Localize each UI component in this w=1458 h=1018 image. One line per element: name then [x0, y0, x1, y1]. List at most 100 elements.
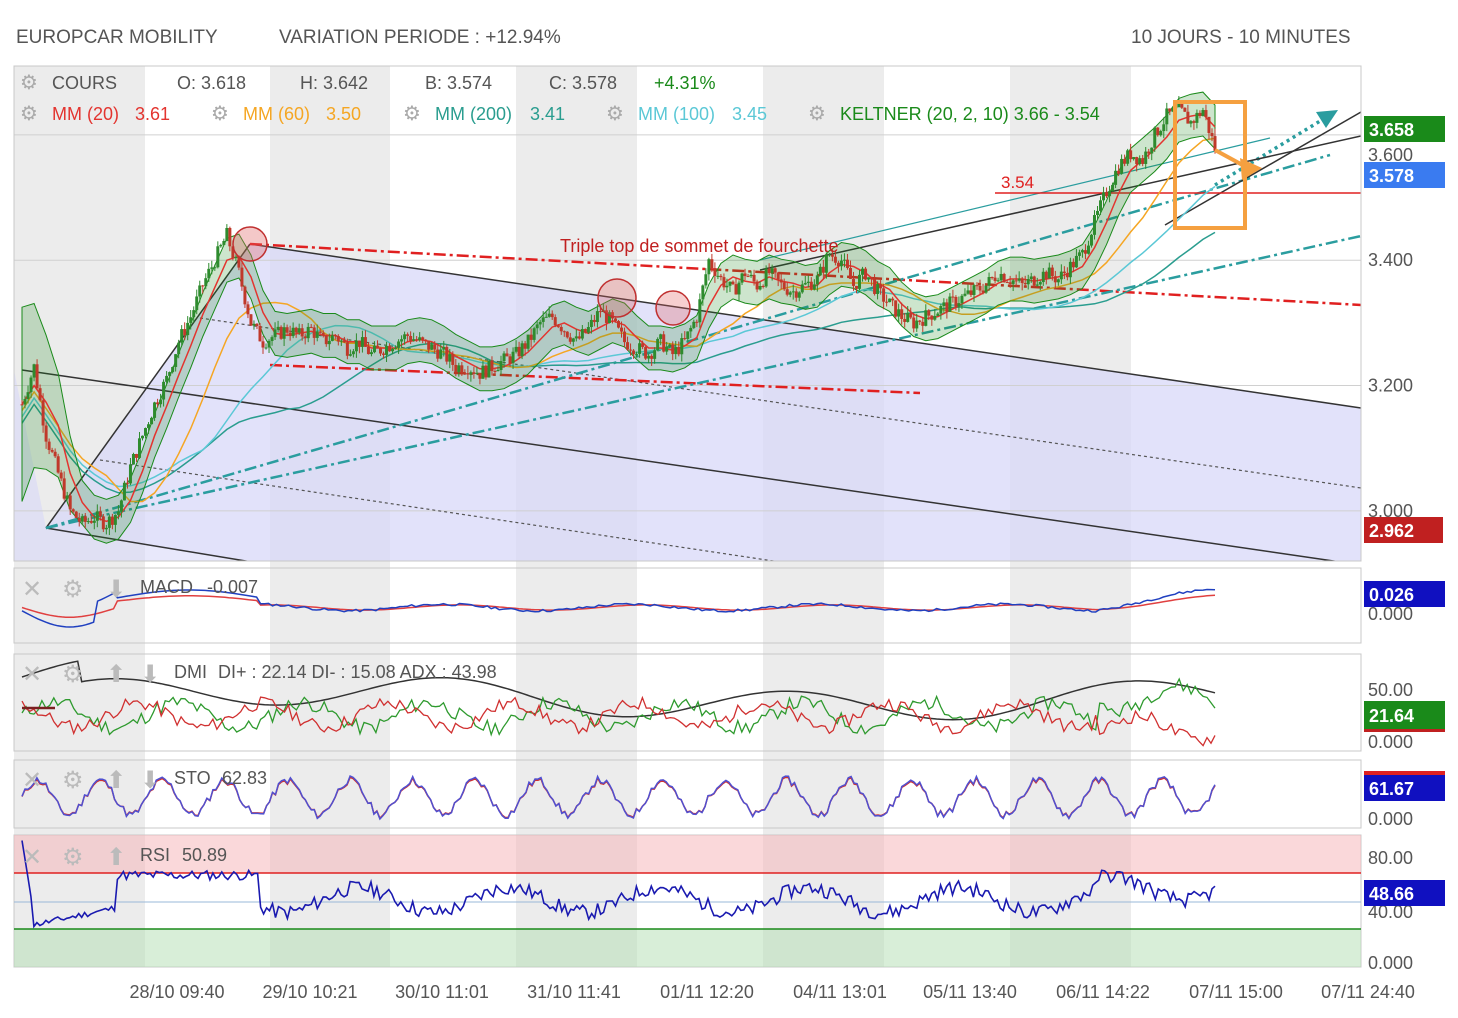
candle-body	[424, 339, 428, 341]
candle-body	[999, 273, 1003, 281]
candle-body	[113, 514, 117, 525]
legend-cours: COURS	[52, 73, 117, 93]
rising-support-line	[1164, 111, 1361, 226]
candle-body	[1171, 108, 1175, 112]
dmi-down-icon[interactable]: ⬇	[140, 660, 160, 688]
candle-body	[427, 340, 431, 350]
candle-body	[68, 495, 72, 510]
teal-projection-arrow	[1316, 110, 1338, 128]
time-tick-label: 07/11 24:40	[1321, 982, 1415, 1002]
candle-body	[1086, 245, 1090, 254]
macd-gear-icon[interactable]: ⚙	[62, 575, 84, 603]
candle-body	[1159, 131, 1163, 136]
candle-body	[243, 286, 247, 305]
candle-body	[677, 346, 681, 355]
candle-body	[159, 399, 163, 405]
candle-body	[252, 323, 256, 326]
candle-body	[1074, 255, 1078, 268]
sto-gear-icon[interactable]: ⚙	[62, 766, 84, 794]
rsi-up-icon[interactable]: ⬆	[106, 843, 126, 871]
legend-close: C: 3.578	[549, 73, 617, 93]
dmi-up-icon[interactable]: ⬆	[106, 660, 126, 688]
time-tick-label: 30/10 11:01	[395, 982, 489, 1002]
sto-box: 61.67	[1364, 771, 1445, 801]
candle-body	[192, 310, 196, 318]
candle-body	[83, 516, 87, 522]
candle-body	[704, 274, 708, 286]
period-variation: VARIATION PERIODE : +12.94%	[279, 27, 561, 48]
dmi-gear-icon[interactable]: ⚙	[62, 660, 84, 688]
sto-up-icon[interactable]: ⬆	[106, 766, 126, 794]
candle-body	[318, 331, 322, 333]
candle-body	[451, 354, 455, 365]
candle-body	[412, 339, 416, 341]
candle-body	[291, 327, 295, 337]
candle-body	[403, 334, 407, 340]
sto-close-icon[interactable]: ✕	[22, 766, 42, 794]
candle-body	[1144, 151, 1148, 164]
candle-body	[550, 313, 554, 318]
candle-body	[839, 260, 843, 267]
mm60-gear-icon[interactable]: ⚙	[211, 101, 229, 125]
candle-body	[845, 259, 849, 268]
candle-body	[141, 435, 145, 439]
candle-body	[806, 281, 810, 284]
candle-body	[987, 277, 991, 286]
candle-body	[279, 326, 283, 339]
dmi-close-icon[interactable]: ✕	[22, 660, 42, 688]
candle-body	[731, 281, 735, 285]
sto-legend: ✕ ⚙ ⬆ ⬇ STO 62.83	[22, 766, 267, 794]
candle-body	[147, 424, 151, 429]
candle-body	[565, 331, 569, 338]
price-box-last: 3.578	[1364, 162, 1445, 188]
candle-body	[327, 340, 331, 345]
mm200-gear-icon[interactable]: ⚙	[403, 101, 421, 125]
dmi-box: 21.64	[1364, 701, 1445, 732]
mm100-gear-icon[interactable]: ⚙	[606, 101, 624, 125]
price-axis: 3.400 3.200 3.000	[1368, 250, 1413, 521]
legend-mm200-name: MM (200)	[435, 104, 512, 124]
candle-body	[1038, 282, 1042, 285]
sto-down-icon[interactable]: ⬇	[140, 766, 160, 794]
candle-body	[1207, 116, 1211, 134]
rsi-tick-80: 80.00	[1368, 848, 1413, 868]
candle-body	[204, 278, 208, 287]
candle-body	[764, 268, 768, 287]
legend-change: +4.31%	[654, 73, 716, 93]
candle-body	[406, 334, 410, 336]
candle-body	[996, 280, 1000, 282]
sto-tick: 0.000	[1368, 809, 1413, 829]
candle-body	[490, 360, 494, 372]
candle-body	[854, 285, 858, 289]
candle-body	[1032, 276, 1036, 286]
legend-row-2: ⚙ MM (20) 3.61 ⚙ MM (60) 3.50 ⚙ MM (200)…	[20, 101, 1100, 125]
candle-body	[915, 320, 919, 329]
rsi-close-icon[interactable]: ✕	[22, 843, 42, 871]
candle-body	[906, 313, 910, 322]
candle-body	[671, 344, 675, 355]
mm20-gear-icon[interactable]: ⚙	[20, 101, 38, 125]
candle-body	[942, 302, 946, 307]
candle-body	[770, 268, 774, 274]
candle-body	[818, 266, 822, 276]
candle-body	[391, 348, 395, 352]
candle-body	[848, 267, 852, 279]
rsi-gear-icon[interactable]: ⚙	[62, 843, 84, 871]
macd-close-icon[interactable]: ✕	[22, 575, 42, 603]
rsi-box-text: 48.66	[1369, 884, 1414, 904]
candle-body	[1186, 111, 1190, 124]
candle-body	[948, 296, 952, 312]
candle-body	[1168, 108, 1172, 112]
candle-body	[1180, 102, 1184, 108]
candle-body	[1177, 102, 1181, 108]
candle-body	[342, 340, 346, 343]
legend-mm60-value: 3.50	[326, 104, 361, 124]
candle-body	[960, 295, 964, 304]
candle-body	[538, 321, 542, 325]
pitchfork-channel	[46, 244, 1361, 561]
macd-down-icon[interactable]: ⬇	[106, 575, 126, 603]
candle-body	[815, 275, 819, 285]
cours-gear-icon[interactable]: ⚙	[20, 70, 38, 94]
keltner-gear-icon[interactable]: ⚙	[808, 101, 826, 125]
